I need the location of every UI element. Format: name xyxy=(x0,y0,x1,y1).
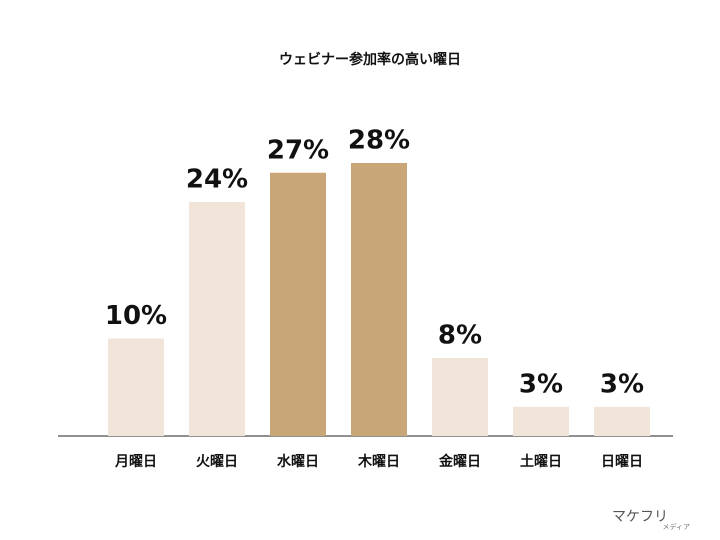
bar xyxy=(189,202,245,436)
value-label: 27% xyxy=(267,135,329,165)
x-tick-label: 日曜日 xyxy=(601,454,643,470)
bar xyxy=(108,338,164,436)
x-tick-label: 金曜日 xyxy=(438,453,481,470)
value-label: 28% xyxy=(348,126,410,156)
bar xyxy=(270,172,326,436)
bar xyxy=(594,406,650,436)
value-label: 24% xyxy=(186,165,248,195)
x-tick-label: 月曜日 xyxy=(114,454,157,470)
logo-sub: メディア xyxy=(662,522,690,531)
chart-title: ウェビナー参加率の高い曜日 xyxy=(279,51,461,68)
x-tick-label: 水曜日 xyxy=(277,453,319,470)
x-tick-label: 木曜日 xyxy=(357,453,400,470)
value-label: 10% xyxy=(105,301,167,331)
value-label: 8% xyxy=(438,321,482,351)
value-label: 3% xyxy=(519,369,563,399)
bar xyxy=(432,358,488,436)
logo: マケフリ xyxy=(612,509,668,525)
value-label: 3% xyxy=(600,369,644,399)
x-tick-label: 火曜日 xyxy=(196,454,238,470)
bar xyxy=(513,406,569,436)
x-tick-label: 土曜日 xyxy=(520,453,562,470)
bar xyxy=(351,163,407,436)
